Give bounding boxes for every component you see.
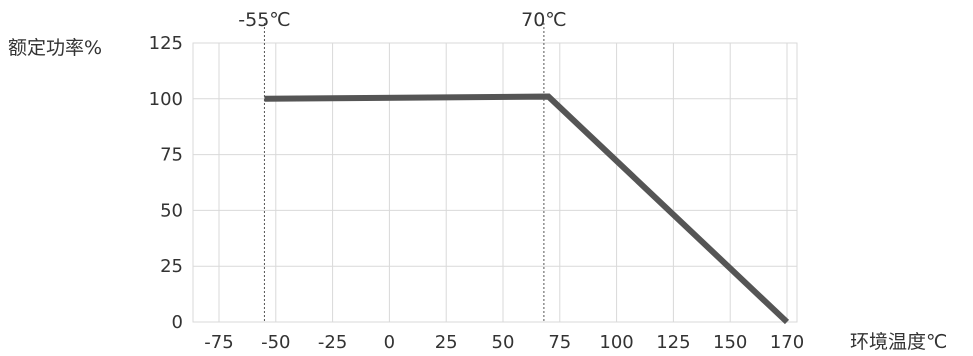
derating-line [264, 93, 790, 325]
y-tick-labels: 0 25 50 75 100 125 [149, 33, 183, 333]
y-tick-label: 25 [160, 256, 183, 277]
y-tick-label: 75 [160, 145, 183, 166]
x-tick-label: -50 [261, 332, 290, 353]
x-tick-label: 75 [548, 332, 571, 353]
x-tick-label: 25 [435, 332, 458, 353]
y-tick-label: 50 [160, 200, 183, 221]
annotation-labels: -55℃ 70℃ [238, 9, 566, 31]
plot-border [192, 42, 798, 323]
x-tick-label: 0 [384, 332, 395, 353]
series-layer [264, 93, 790, 325]
annotation-label: -55℃ [238, 9, 290, 31]
annotation-label: 70℃ [521, 9, 567, 31]
x-tick-label: 125 [656, 332, 690, 353]
x-tick-labels: -75 -50 -25 0 25 50 75 100 125 150 170 [204, 332, 804, 353]
x-axis-label: 环境温度℃ [850, 331, 947, 353]
x-tick-label: -25 [318, 332, 347, 353]
x-tick-label: 50 [492, 332, 515, 353]
y-tick-label: 125 [149, 33, 183, 54]
y-tick-label: 100 [149, 89, 183, 110]
chart-grid [192, 42, 798, 323]
x-tick-label: 170 [770, 332, 804, 353]
x-tick-label: 100 [599, 332, 633, 353]
annotation-lines [263, 23, 545, 322]
y-axis-label: 额定功率% [8, 37, 102, 59]
y-tick-label: 0 [172, 312, 183, 333]
x-tick-label: -75 [204, 332, 233, 353]
x-tick-label: 150 [713, 332, 747, 353]
